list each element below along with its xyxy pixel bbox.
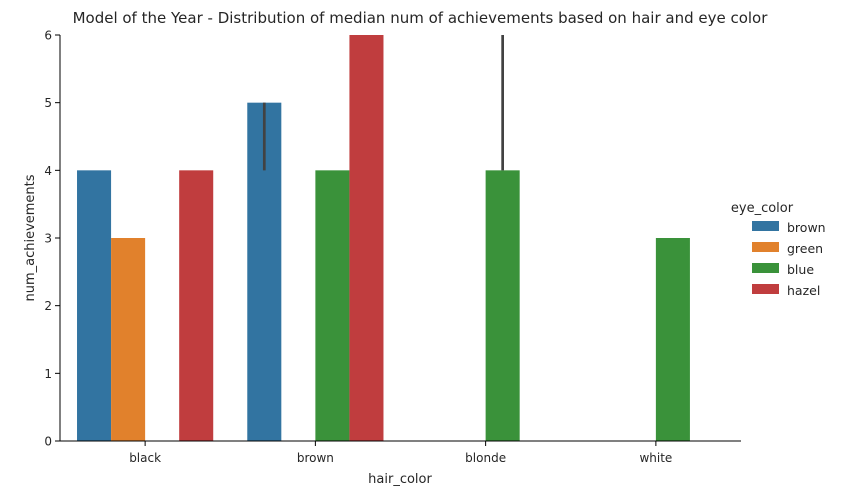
legend-swatch-brown bbox=[752, 221, 779, 231]
plot-area bbox=[77, 35, 690, 442]
y-axis-label: num_achievements bbox=[23, 174, 38, 301]
x-ticks: black brown blonde white bbox=[129, 441, 672, 465]
x-axis-label: hair_color bbox=[368, 472, 432, 487]
legend-swatch-blue bbox=[752, 263, 779, 273]
y-tick-label: 5 bbox=[44, 96, 52, 110]
legend-label-hazel: hazel bbox=[787, 283, 820, 298]
x-tick-label: blonde bbox=[465, 451, 506, 465]
legend-title: eye_color bbox=[731, 201, 794, 216]
y-tick-label: 2 bbox=[44, 299, 52, 313]
legend-swatch-hazel bbox=[752, 284, 779, 294]
bar-hazel-brown bbox=[349, 35, 384, 441]
x-tick-label: brown bbox=[297, 451, 334, 465]
bar-blue-white bbox=[655, 238, 690, 441]
bar-brown-black bbox=[77, 170, 112, 442]
legend: eye_color brown green blue hazel bbox=[731, 201, 826, 298]
bar-hazel-black bbox=[179, 170, 214, 442]
bar-green-black bbox=[111, 238, 146, 441]
y-tick-label: 0 bbox=[44, 435, 52, 449]
legend-label-blue: blue bbox=[787, 262, 814, 277]
legend-swatch-green bbox=[752, 242, 779, 252]
x-tick-label: white bbox=[639, 451, 672, 465]
chart-title: Model of the Year - Distribution of medi… bbox=[73, 9, 769, 27]
y-tick-label: 1 bbox=[44, 367, 52, 381]
y-tick-label: 6 bbox=[44, 29, 52, 43]
y-tick-label: 4 bbox=[44, 164, 52, 178]
legend-label-green: green bbox=[787, 241, 823, 256]
legend-label-brown: brown bbox=[787, 220, 826, 235]
y-tick-label: 3 bbox=[44, 232, 52, 246]
x-tick-label: black bbox=[129, 451, 161, 465]
bar-blue-brown bbox=[315, 170, 350, 442]
y-ticks: 0 1 2 3 4 5 6 bbox=[44, 29, 60, 449]
bar-blue-blonde bbox=[485, 170, 520, 442]
